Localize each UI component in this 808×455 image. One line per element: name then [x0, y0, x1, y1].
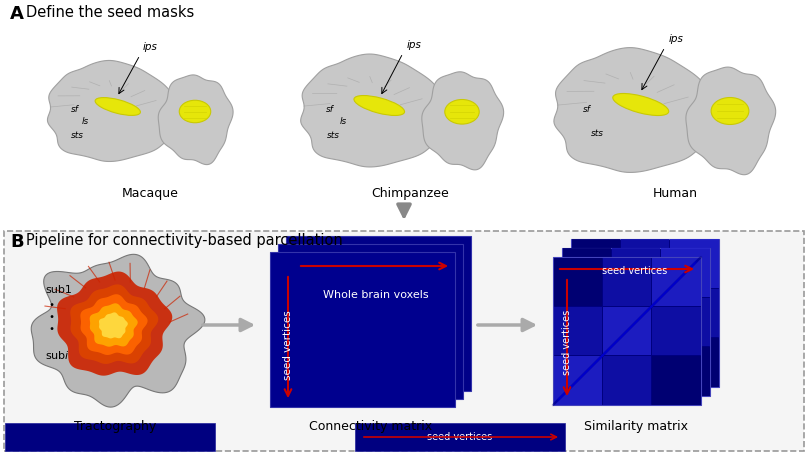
- Text: ls: ls: [82, 117, 89, 126]
- Text: B: B: [10, 233, 23, 251]
- Bar: [571, 338, 620, 386]
- Bar: [621, 338, 669, 386]
- Polygon shape: [158, 75, 233, 165]
- Ellipse shape: [95, 97, 141, 116]
- Bar: [670, 338, 718, 386]
- Bar: [270, 252, 455, 407]
- Bar: [612, 248, 660, 297]
- Text: Connectivity matrix: Connectivity matrix: [309, 420, 432, 433]
- Polygon shape: [48, 61, 186, 162]
- Bar: [603, 258, 651, 306]
- Bar: [562, 248, 710, 396]
- Text: seed vertices: seed vertices: [427, 432, 493, 442]
- Polygon shape: [686, 67, 776, 175]
- Polygon shape: [90, 303, 137, 347]
- Bar: [553, 258, 602, 306]
- Text: Macaque: Macaque: [121, 187, 179, 200]
- Text: seed vertices: seed vertices: [562, 310, 572, 375]
- Text: sub$i$: sub$i$: [45, 349, 70, 361]
- Text: seed vertices: seed vertices: [602, 266, 667, 276]
- Text: seed vertices: seed vertices: [283, 310, 293, 380]
- Bar: [603, 307, 651, 355]
- Ellipse shape: [354, 96, 405, 116]
- Bar: [652, 258, 701, 306]
- Text: Define the seed masks: Define the seed masks: [26, 5, 194, 20]
- Bar: [652, 356, 701, 404]
- Bar: [652, 307, 701, 355]
- Bar: [670, 239, 718, 288]
- Text: Human: Human: [653, 187, 697, 200]
- Bar: [661, 248, 709, 297]
- Polygon shape: [99, 313, 128, 339]
- Bar: [562, 347, 611, 395]
- Bar: [286, 236, 471, 391]
- Text: sub1: sub1: [45, 285, 72, 295]
- Ellipse shape: [612, 93, 669, 116]
- Ellipse shape: [179, 100, 211, 123]
- Text: Tractography: Tractography: [74, 420, 156, 433]
- Polygon shape: [57, 272, 172, 376]
- Polygon shape: [301, 54, 456, 167]
- Bar: [562, 248, 611, 297]
- Bar: [661, 298, 709, 346]
- Text: sts: sts: [326, 131, 339, 140]
- Text: sts: sts: [591, 128, 604, 137]
- Bar: [621, 239, 669, 288]
- Bar: [603, 356, 651, 404]
- Polygon shape: [70, 284, 158, 364]
- Text: sf: sf: [326, 106, 334, 115]
- Bar: [612, 298, 660, 346]
- Bar: [553, 257, 701, 405]
- Polygon shape: [422, 72, 503, 170]
- Bar: [553, 356, 602, 404]
- Bar: [670, 289, 718, 337]
- Text: sf: sf: [583, 106, 591, 115]
- Bar: [612, 347, 660, 395]
- Bar: [571, 239, 719, 387]
- Bar: [355, 423, 565, 451]
- Text: ips: ips: [143, 42, 158, 52]
- Polygon shape: [80, 294, 148, 355]
- Bar: [5, 423, 215, 451]
- Text: sf: sf: [71, 106, 79, 115]
- Text: ips: ips: [669, 34, 684, 44]
- Bar: [562, 298, 611, 346]
- Bar: [571, 289, 620, 337]
- Text: A: A: [10, 5, 24, 23]
- Bar: [553, 307, 602, 355]
- Bar: [571, 239, 620, 288]
- FancyBboxPatch shape: [4, 231, 804, 451]
- Bar: [621, 289, 669, 337]
- Text: $\bullet$
$\bullet$
$\bullet$: $\bullet$ $\bullet$ $\bullet$: [48, 298, 54, 332]
- Ellipse shape: [711, 97, 749, 125]
- Text: ips: ips: [407, 40, 422, 50]
- Bar: [278, 244, 463, 399]
- Polygon shape: [32, 254, 205, 407]
- Text: Chimpanzee: Chimpanzee: [371, 187, 449, 200]
- Text: Pipeline for connectivity-based parcellation: Pipeline for connectivity-based parcella…: [26, 233, 343, 248]
- Polygon shape: [554, 48, 726, 172]
- Text: sts: sts: [70, 131, 83, 140]
- Text: Similarity matrix: Similarity matrix: [584, 420, 688, 433]
- Bar: [0, 0, 808, 227]
- Text: Whole brain voxels: Whole brain voxels: [322, 290, 428, 300]
- Text: ls: ls: [339, 117, 347, 126]
- Ellipse shape: [444, 100, 479, 124]
- Bar: [661, 347, 709, 395]
